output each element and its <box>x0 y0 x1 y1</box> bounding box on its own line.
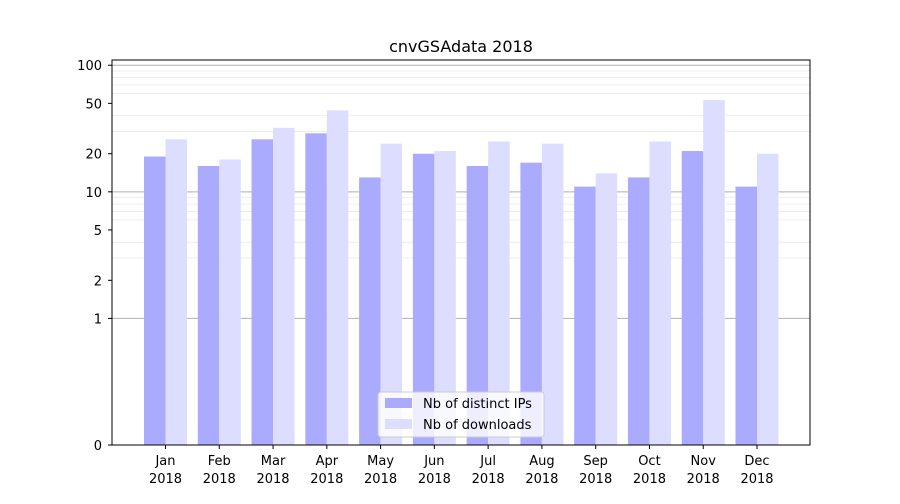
y-tick-label: 100 <box>77 59 102 74</box>
bar-distinct-ips-jul <box>466 165 489 446</box>
x-tick-label-month: Dec <box>744 454 769 469</box>
legend-box <box>377 391 545 438</box>
legend-label: Nb of downloads <box>423 418 532 433</box>
x-tick-label-year: 2018 <box>740 472 773 487</box>
x-tick-label-month: Jan <box>154 454 175 469</box>
bar-distinct-ips-aug <box>520 162 542 445</box>
bar-downloads-jun <box>434 151 456 445</box>
bar-downloads-jul <box>488 141 510 445</box>
x-tick-label-year: 2018 <box>579 472 612 487</box>
y-tick-label: 5 <box>94 224 102 239</box>
bar-downloads-oct <box>649 141 671 445</box>
bar-distinct-ips-jan <box>144 156 166 446</box>
x-tick-label-year: 2018 <box>418 472 451 487</box>
bar-distinct-ips-nov <box>681 151 704 445</box>
bar-distinct-ips-feb <box>197 165 220 446</box>
bar-distinct-ips-jun <box>412 153 435 446</box>
y-tick-label: 10 <box>85 186 102 201</box>
x-tick-label-year: 2018 <box>364 472 397 487</box>
legend: Nb of distinct IPs Nb of downloads <box>377 391 545 438</box>
x-axis: Jan 2018 Feb 2018 Mar 2018 Apr 2018 May 2018 Jun 20… <box>149 445 774 487</box>
y-tick-label: 2 <box>94 274 102 289</box>
legend-label: Nb of distinct IPs <box>423 397 532 412</box>
x-tick-label-month: Oct <box>638 454 660 469</box>
bar-distinct-ips-dec <box>735 186 757 446</box>
x-tick-label-month: Nov <box>691 454 717 469</box>
legend-swatch <box>385 398 412 408</box>
bar-downloads-dec <box>757 153 779 446</box>
x-tick-label-month: Jul <box>479 454 496 469</box>
x-tick-label-year: 2018 <box>256 472 289 487</box>
x-tick-label-month: Feb <box>208 454 231 469</box>
x-tick-label-month: Jun <box>423 454 444 469</box>
bar-downloads-apr <box>326 110 349 445</box>
bar-downloads-feb <box>219 159 241 445</box>
y-tick-label: 0 <box>94 439 102 454</box>
x-tick-label-year: 2018 <box>633 472 666 487</box>
bar-downloads-nov <box>703 100 725 445</box>
bar-distinct-ips-oct <box>627 177 650 446</box>
y-tick-label: 1 <box>94 312 102 327</box>
x-tick-label-year: 2018 <box>203 472 236 487</box>
bar-downloads-sep <box>595 173 618 445</box>
x-tick-label-month: May <box>367 454 394 469</box>
bar-distinct-ips-may <box>359 177 381 446</box>
y-tick-label: 50 <box>85 97 102 112</box>
chart-title: cnvGSAdata 2018 <box>389 37 533 56</box>
x-tick-label-month: Apr <box>316 454 339 469</box>
x-tick-label-year: 2018 <box>310 472 343 487</box>
bar-distinct-ips-mar <box>251 139 274 445</box>
bars <box>144 100 779 446</box>
bar-downloads-aug <box>541 143 564 445</box>
legend-swatch <box>385 419 412 429</box>
x-tick-label-year: 2018 <box>149 472 182 487</box>
bar-distinct-ips-sep <box>574 186 596 446</box>
bar-downloads-mar <box>273 127 295 445</box>
y-tick-label: 20 <box>85 148 102 163</box>
x-tick-label-year: 2018 <box>687 472 720 487</box>
x-tick-label-year: 2018 <box>472 472 505 487</box>
x-tick-label-year: 2018 <box>525 472 558 487</box>
bar-downloads-jan <box>165 139 187 445</box>
x-tick-label-month: Aug <box>529 454 554 469</box>
bar-downloads-may <box>380 143 403 445</box>
x-tick-label-month: Sep <box>583 454 608 469</box>
bar-distinct-ips-apr <box>305 133 327 445</box>
plot-frame <box>111 59 811 446</box>
y-axis: 0 1 2 5 10 20 50 100 <box>77 59 112 454</box>
x-tick-label-month: Mar <box>261 454 286 469</box>
